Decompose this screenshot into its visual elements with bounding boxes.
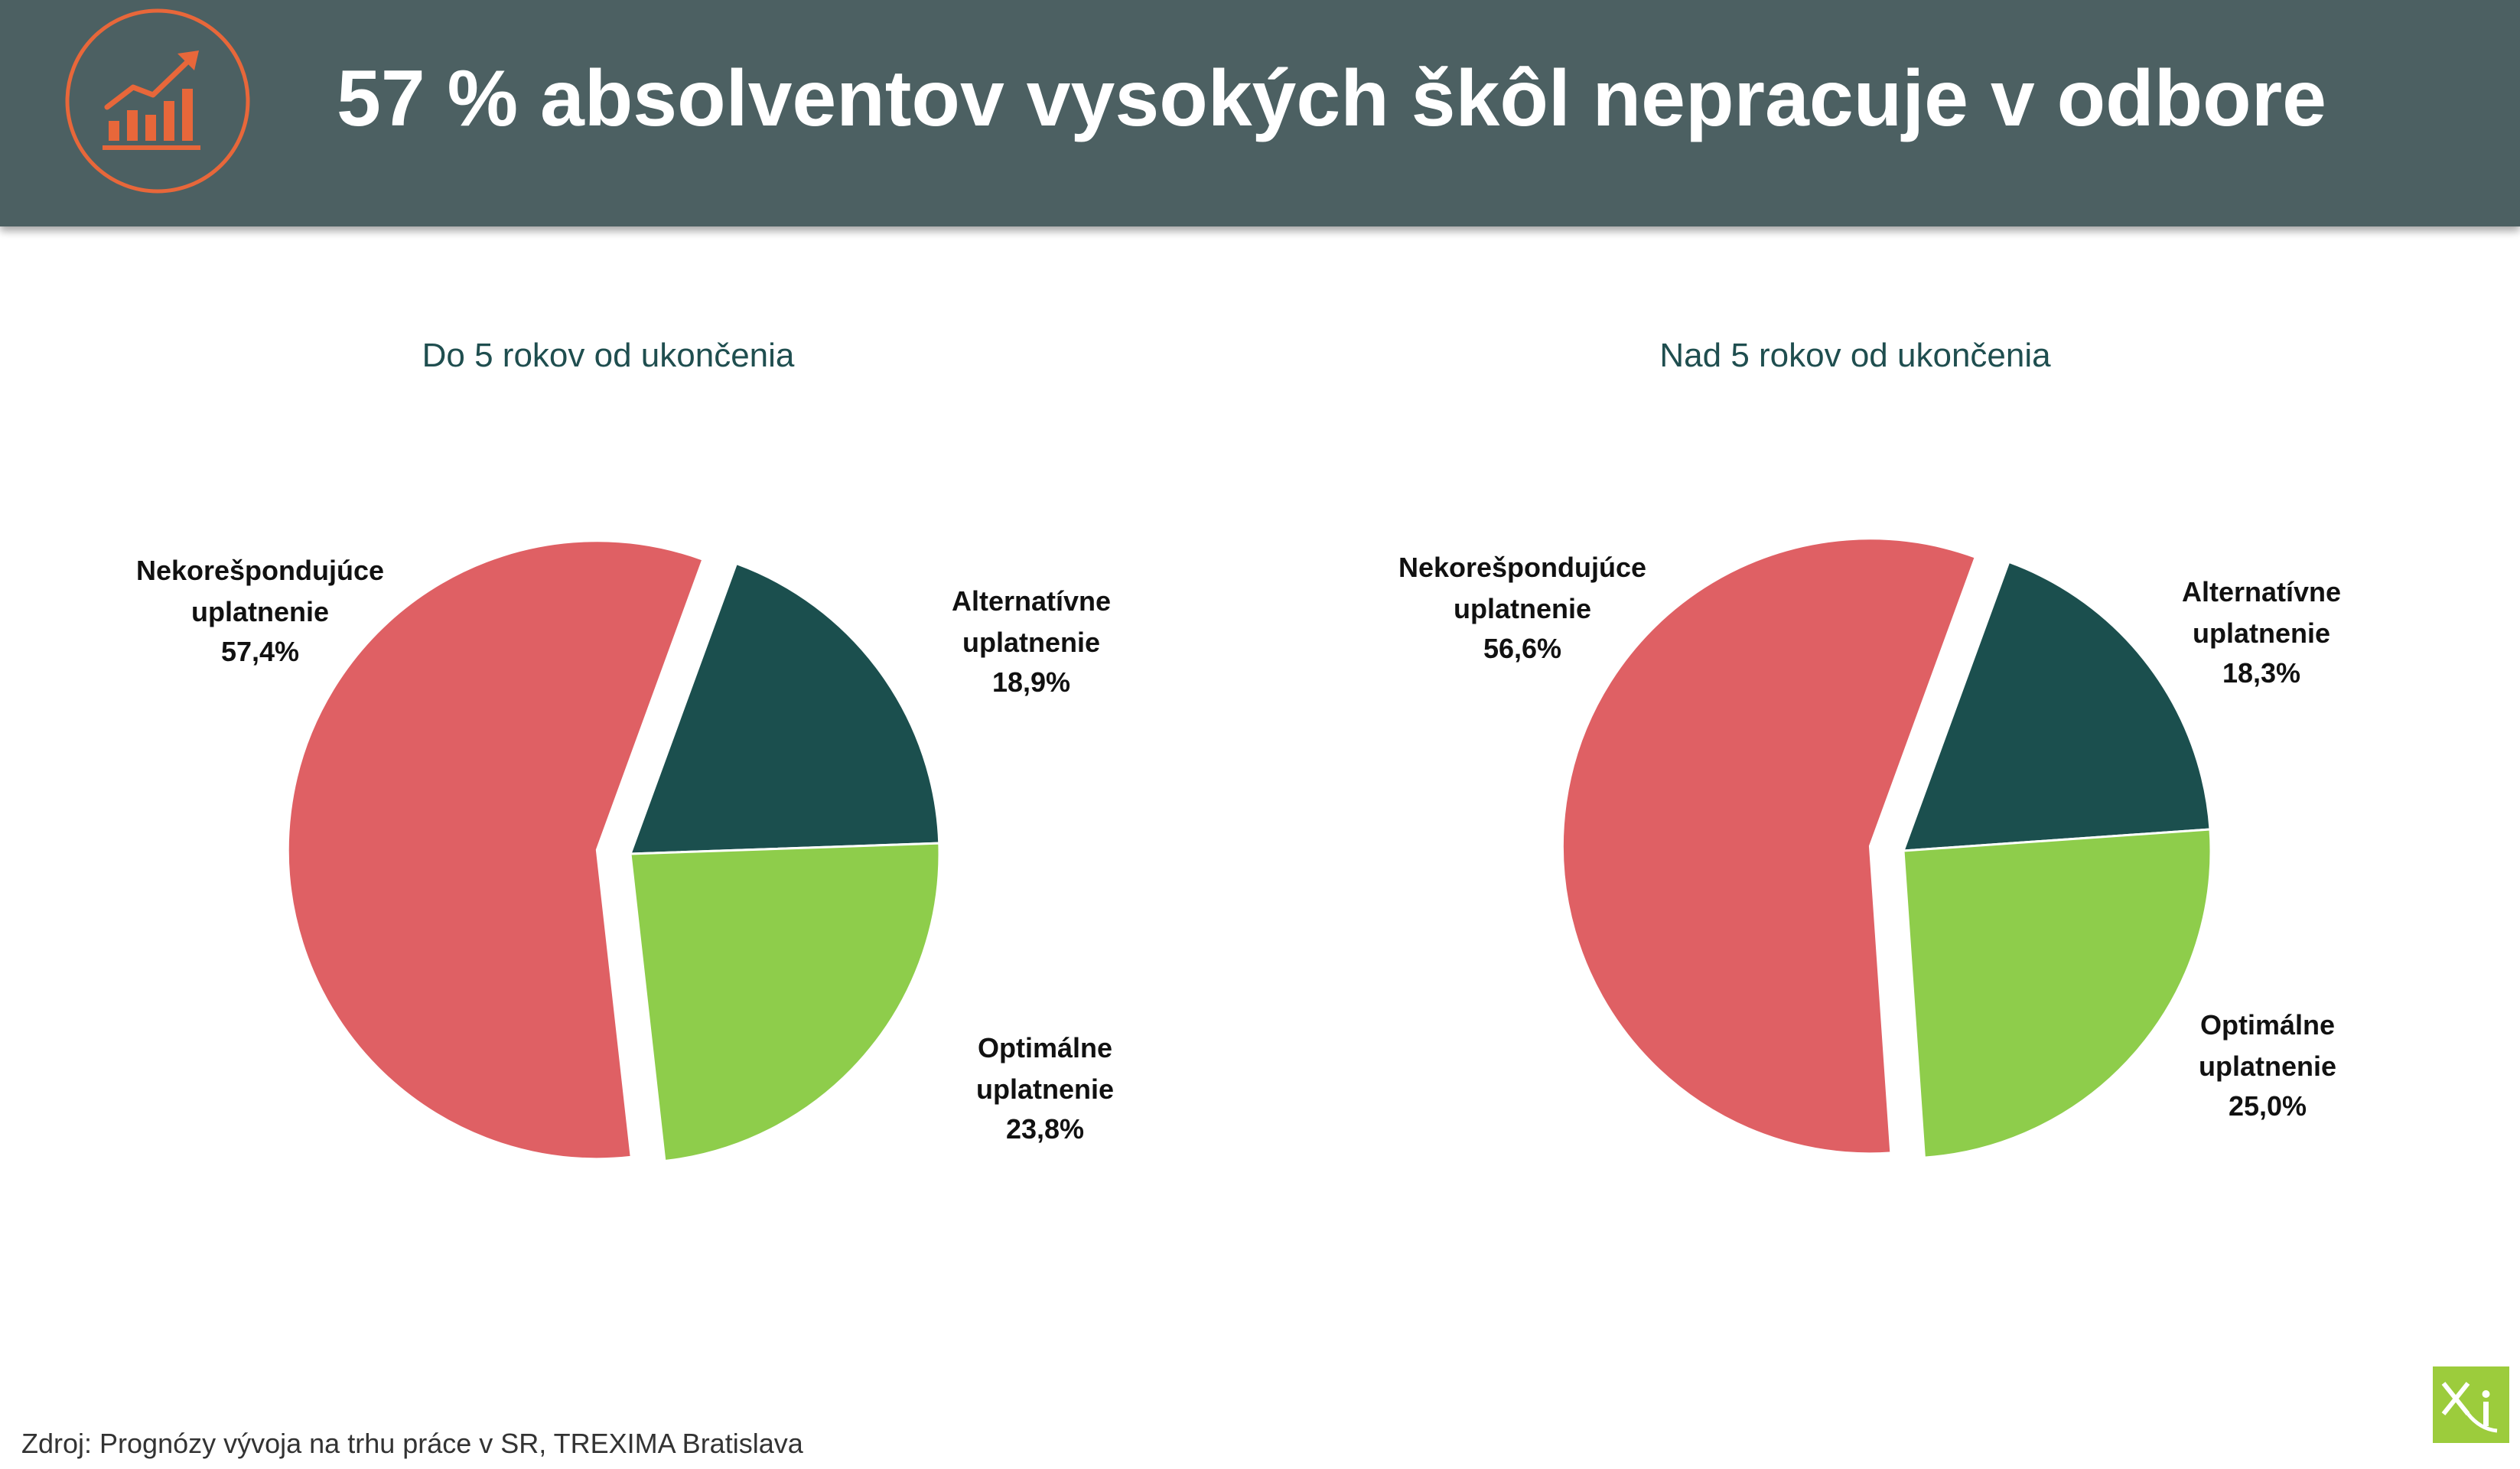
header-banner: 57 % absolventov vysokých škôl nepracuje…	[0, 0, 2520, 226]
label-alternativne-value: 18,9%	[992, 666, 1070, 698]
growth-chart-icon	[65, 8, 250, 194]
pie-chart-svg: Nekorešpondujúce uplatnenie 57,4% Altern…	[136, 539, 1114, 1163]
page-title: 57 % absolventov vysokých škôl nepracuje…	[337, 54, 2327, 143]
label-nekorespondujuce-line2: uplatnenie	[1454, 593, 1591, 624]
label-alternativne-value: 18,3%	[2222, 657, 2300, 689]
label-alternativne-line1: Alternatívne	[952, 585, 1111, 617]
pie-slice-optimalne	[629, 842, 941, 1163]
source-note: Zdroj: Prognózy vývoja na trhu práce v S…	[21, 1428, 803, 1459]
label-alternativne-line2: uplatnenie	[962, 627, 1100, 658]
chart-title: Do 5 rokov od ukončenia	[422, 337, 795, 374]
label-nekorespondujuce-line2: uplatnenie	[191, 596, 329, 627]
label-nekorespondujuce-value: 56,6%	[1483, 633, 1561, 664]
pie-slice-nekorespondujuce	[286, 539, 705, 1161]
label-optimalne-value: 25,0%	[2229, 1090, 2307, 1122]
label-optimalne-value: 23,8%	[1006, 1113, 1084, 1145]
label-nekorespondujuce-line1: Nekorešpondujúce	[1398, 552, 1646, 583]
label-optimalne-line1: Optimálne	[978, 1032, 1112, 1063]
pie-slice-alternativne	[1901, 560, 2212, 852]
label-optimalne-line2: uplatnenie	[976, 1073, 1114, 1105]
pie-slice-optimalne	[1902, 828, 2212, 1159]
pie-chart-svg: Nekorešpondujúce uplatnenie 56,6% Altern…	[1398, 537, 2341, 1159]
label-optimalne-line1: Optimálne	[2200, 1009, 2335, 1041]
label-alternativne-line2: uplatnenie	[2193, 617, 2330, 649]
xi-logo-icon	[2433, 1366, 2509, 1443]
label-nekorespondujuce-value: 57,4%	[221, 636, 299, 667]
label-nekorespondujuce-line1: Nekorešpondujúce	[136, 555, 384, 586]
pie-chart-over-5-years: Nad 5 rokov od ukončenia Nekorešpondujúc…	[1293, 321, 2517, 1224]
label-optimalne-line2: uplatnenie	[2199, 1050, 2336, 1082]
pie-chart-up-to-5-years: Do 5 rokov od ukončenia Nekorešpondujúce…	[46, 321, 1270, 1224]
pie-slice-nekorespondujuce	[1561, 537, 1978, 1155]
pie-slice-alternativne	[628, 562, 941, 855]
chart-title: Nad 5 rokov od ukončenia	[1659, 337, 2051, 374]
label-alternativne-line1: Alternatívne	[2182, 576, 2341, 607]
